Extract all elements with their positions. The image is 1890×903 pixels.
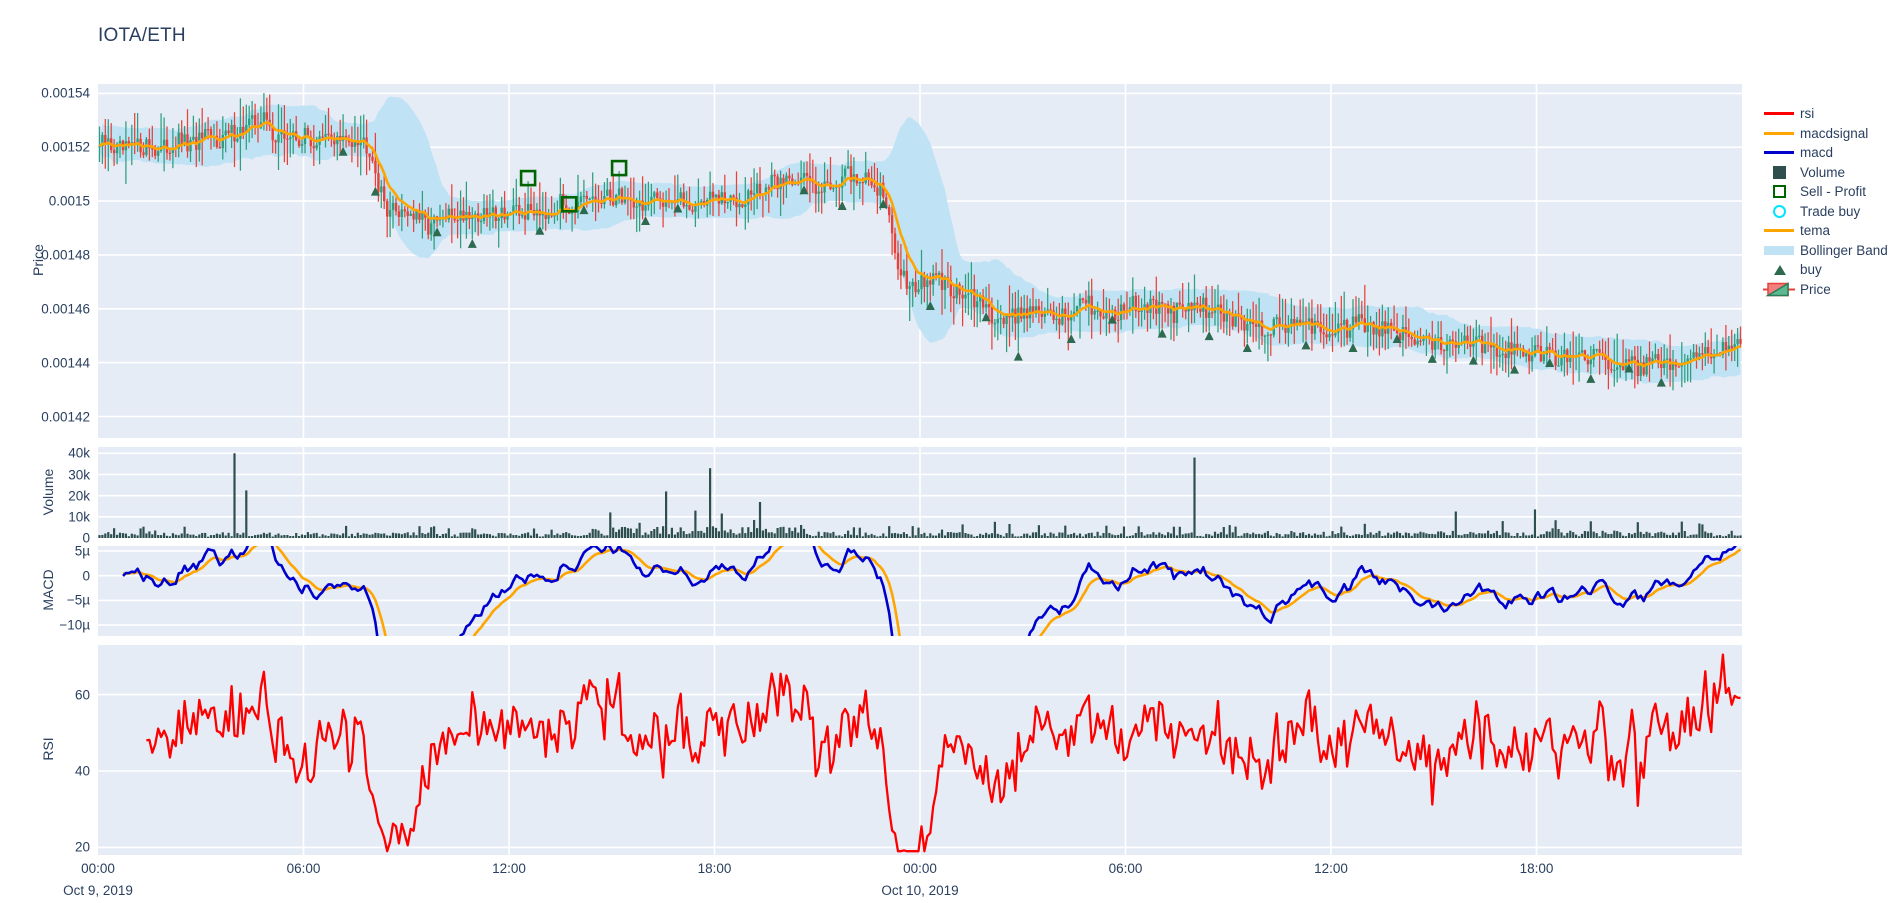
legend-label: Price bbox=[1800, 281, 1831, 297]
ytick-macd-3: −10µ bbox=[59, 617, 90, 633]
ytick-price-6: 0.00142 bbox=[41, 409, 90, 424]
ytick-volume-0: 40k bbox=[68, 445, 90, 461]
legend-label: Sell - Profit bbox=[1800, 184, 1867, 200]
ytick-rsi-1: 40 bbox=[74, 763, 90, 779]
ytick-rsi-0: 60 bbox=[74, 687, 90, 703]
xtick-7: 18:00 bbox=[1519, 861, 1554, 876]
xtick-1: 06:00 bbox=[286, 861, 321, 876]
legend-key bbox=[1758, 260, 1800, 279]
legend-key bbox=[1758, 241, 1800, 260]
ytick-volume-4: 0 bbox=[82, 530, 90, 546]
ytick-macd-2: −5µ bbox=[66, 592, 90, 608]
legend-item-macd[interactable]: macd bbox=[1758, 143, 1888, 163]
legend-key bbox=[1758, 163, 1800, 182]
ytick-volume-3: 10k bbox=[68, 509, 90, 525]
legend-line-swatch bbox=[1764, 229, 1794, 233]
legend-line-swatch bbox=[1764, 151, 1794, 155]
xdate-1: Oct 10, 2019 bbox=[881, 883, 959, 898]
legend-key bbox=[1758, 104, 1800, 123]
legend-line-swatch bbox=[1764, 112, 1794, 116]
ytick-price-3: 0.00148 bbox=[41, 247, 90, 263]
ytick-price-0: 0.00154 bbox=[41, 85, 90, 101]
legend-key bbox=[1758, 143, 1800, 162]
legend-key bbox=[1758, 182, 1800, 201]
axis-title-price: Price bbox=[30, 244, 46, 276]
xtick-2: 12:00 bbox=[492, 861, 526, 876]
legend-triangle-icon bbox=[1774, 264, 1786, 275]
ytick-price-2: 0.0015 bbox=[48, 193, 90, 209]
legend-key bbox=[1758, 221, 1800, 240]
legend-square-swatch bbox=[1773, 165, 1786, 179]
legend-item-macdsignal[interactable]: macdsignal bbox=[1758, 124, 1888, 144]
legend-label: macd bbox=[1800, 145, 1834, 161]
legend-candle-icon bbox=[1760, 280, 1798, 299]
legend-item-tema[interactable]: tema bbox=[1758, 221, 1888, 241]
ytick-volume-2: 20k bbox=[68, 488, 90, 504]
legend-label: rsi bbox=[1800, 106, 1815, 122]
ytick-price-5: 0.00144 bbox=[41, 355, 90, 371]
legend-label: macdsignal bbox=[1800, 125, 1869, 141]
legend-label: Volume bbox=[1800, 164, 1846, 180]
ytick-volume-1: 30k bbox=[68, 467, 90, 482]
ytick-macd-1: 0 bbox=[82, 568, 90, 584]
ytick-price-4: 0.00146 bbox=[41, 301, 90, 317]
legend-item-sell-profit[interactable]: Sell - Profit bbox=[1758, 182, 1888, 202]
macd-plot-panel[interactable] bbox=[98, 546, 1742, 636]
chart-legend[interactable]: rsi macdsignal macd Volume bbox=[1758, 104, 1888, 299]
xtick-6: 12:00 bbox=[1314, 861, 1348, 876]
legend-open-circle-icon bbox=[1773, 204, 1786, 218]
legend-open-square-icon bbox=[1773, 185, 1786, 199]
legend-item-rsi[interactable]: rsi bbox=[1758, 104, 1888, 124]
legend-key bbox=[1758, 124, 1800, 143]
ytick-macd-0: 5µ bbox=[74, 543, 90, 559]
price-plot-panel[interactable] bbox=[98, 84, 1742, 438]
legend-line-swatch bbox=[1764, 131, 1794, 135]
legend-item-buy[interactable]: buy bbox=[1758, 260, 1888, 280]
legend-item-price[interactable]: Price bbox=[1758, 280, 1888, 300]
xdate-0: Oct 9, 2019 bbox=[63, 883, 133, 898]
xtick-5: 06:00 bbox=[1108, 861, 1143, 876]
legend-label: Bollinger Band bbox=[1800, 242, 1888, 258]
legend-key bbox=[1758, 280, 1800, 299]
legend-band-swatch bbox=[1764, 245, 1794, 255]
xtick-0: 00:00 bbox=[81, 861, 115, 876]
legend-label: buy bbox=[1800, 262, 1822, 278]
page-title: IOTA/ETH bbox=[98, 25, 186, 46]
ytick-price-1: 0.00152 bbox=[41, 139, 90, 155]
ytick-rsi-2: 20 bbox=[74, 839, 90, 855]
axis-title-volume: Volume bbox=[40, 468, 56, 515]
rsi-plot-panel[interactable] bbox=[98, 645, 1742, 855]
legend-label: tema bbox=[1800, 223, 1831, 239]
legend-item-bollinger-band[interactable]: Bollinger Band bbox=[1758, 241, 1888, 261]
xtick-3: 18:00 bbox=[697, 861, 732, 876]
legend-key bbox=[1758, 202, 1800, 221]
legend-label: Trade buy bbox=[1800, 203, 1861, 219]
legend-item-trade-buy[interactable]: Trade buy bbox=[1758, 202, 1888, 222]
legend-item-volume[interactable]: Volume bbox=[1758, 163, 1888, 183]
axis-title-macd: MACD bbox=[40, 569, 56, 611]
xtick-4: 00:00 bbox=[903, 861, 937, 876]
axis-title-rsi: RSI bbox=[40, 737, 56, 761]
volume-plot-panel[interactable] bbox=[98, 447, 1742, 538]
